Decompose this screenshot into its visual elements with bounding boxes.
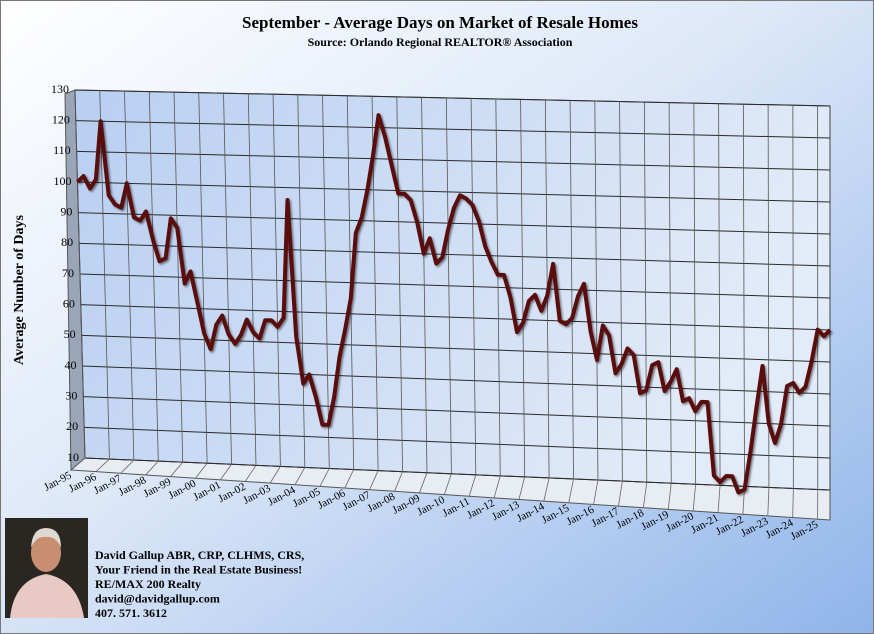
grid-line [75,120,831,139]
category-grid-line [198,92,208,464]
y-tick-label: 10 [67,450,79,464]
y-tick-label: 30 [65,388,77,402]
category-grid-line [668,102,672,484]
category-grid-line [643,102,648,483]
category-grid-line [223,93,232,465]
plot-area: 102030405060708090100110120130Jan-95Jan-… [42,82,832,543]
category-grid-line [322,95,330,469]
floor-grid-line [195,462,208,479]
floor-grid-line [95,458,110,472]
floor-grid-line [767,487,770,516]
category-grid-line [124,91,135,461]
photo-shirt [10,574,84,618]
category-grid-line [148,91,159,462]
floor-grid-line [145,460,159,476]
back-wall [74,89,831,491]
category-grid-line [495,98,501,476]
y-tick-label: 50 [64,327,76,341]
y-tick-label: 40 [65,358,77,372]
y-tick-label: 100 [54,174,72,188]
floor-grid-line [369,470,379,490]
grid-line [84,426,831,459]
photo-face [31,534,61,572]
floor-grid-line [593,479,599,505]
contact-line: david@davidgallup.com [95,592,220,606]
floor-grid-line [468,474,477,497]
grid-line [78,212,831,235]
photo [5,518,88,618]
floor-grid-line [170,461,184,477]
grid-line [80,304,831,331]
floor-grid-line [642,482,648,508]
category-grid-line [173,92,184,463]
category-grid-line [421,97,428,473]
contact-line: 407. 571. 3612 [95,606,167,620]
floor-grid-line [344,469,355,489]
grid-line [76,150,831,171]
category-grid-line [445,97,452,474]
floor-grid-line [518,476,526,500]
chart-title: September - Average Days on Market of Re… [242,13,638,32]
contact-line: RE/MAX 200 Realty [95,577,201,591]
y-tick-label: 90 [60,204,72,218]
photo-hair [31,528,61,548]
y-tick-label: 20 [66,419,78,433]
category-grid-line [742,104,745,487]
category-grid-line [470,98,477,475]
floor-grid-line [692,484,697,512]
category-grid-line [718,103,721,486]
category-grid-line [693,103,697,485]
category-grid-line [99,90,110,460]
contact-line: David Gallup ABR, CRP, CLHMS, CRS, [95,548,304,562]
floor-grid-line [319,468,330,487]
floor-grid-line [120,459,135,474]
floor-grid-line [717,485,721,513]
grid-line [84,457,831,491]
data-line [76,113,832,495]
grid-line [74,89,831,107]
grid-line [79,273,831,299]
category-grid-line [247,93,257,466]
category-grid-line [272,94,281,467]
floor-grid-line [394,471,403,492]
grid-line [79,242,831,267]
y-tick-label: 110 [53,143,71,157]
y-tick-label: 60 [63,296,75,310]
floor-grid-line [219,464,232,481]
floor-grid-line [493,475,501,498]
floor-grid-line [244,465,257,482]
floor-grid-line [568,478,574,503]
floor-grid-line [543,477,550,502]
grid-line [82,365,831,395]
y-axis-label: Average Number of Days [12,214,27,365]
y-tick-label: 80 [61,235,73,249]
category-grid-line [619,101,623,482]
chart-subtitle: Source: Orlando Regional REALTOR® Associ… [308,35,573,49]
floor-grid-line [419,472,428,494]
floor-grid-line [792,488,794,518]
y-tick-label: 130 [51,82,69,96]
category-grid-line [520,99,526,477]
y-tick-label: 70 [62,266,74,280]
floor-grid-line [667,483,672,510]
category-grid-line [569,100,574,479]
floor-grid-line [269,466,281,484]
floor-grid-line [70,457,86,471]
y-tick-label: 120 [52,112,70,126]
category-grid-line [396,96,403,472]
contact-info: David Gallup ABR, CRP, CLHMS, CRS,Your F… [95,548,304,620]
contact-line: Your Friend in the Real Estate Business! [95,562,302,576]
category-grid-line [74,89,86,459]
grid-line [83,396,831,427]
category-grid-line [594,101,599,481]
grid-line [77,181,831,203]
category-grid-line [297,94,306,468]
floor-grid-line [618,481,623,507]
floor-grid-line [294,467,306,485]
floor-grid-line [443,473,452,495]
